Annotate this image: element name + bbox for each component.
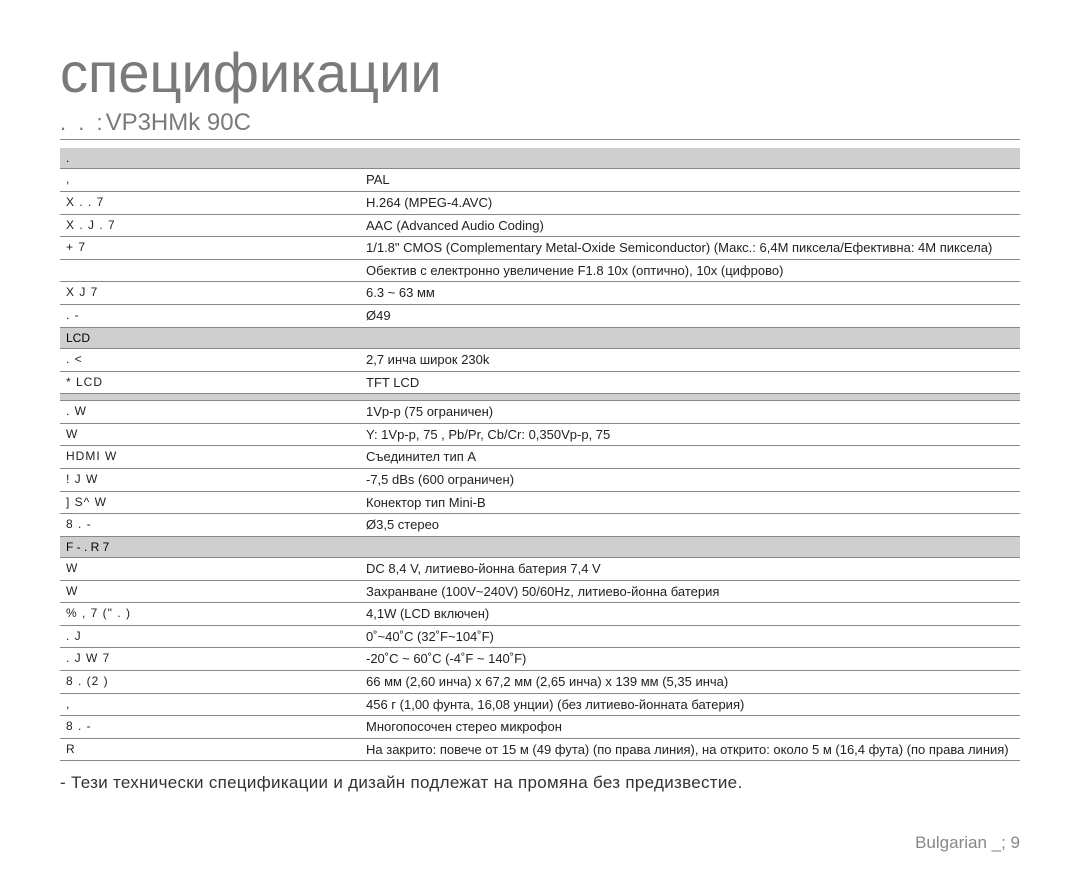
spec-value: Многопосочен стерео микрофон [360,716,1020,739]
table-row: . J W 7-20˚C ~ 60˚C (-4˚F ~ 140˚F) [60,648,1020,671]
table-row: . W1Vp-p (75 ограничен) [60,401,1020,424]
table-row: 8 . (2 )66 мм (2,60 инча) x 67,2 мм (2,6… [60,671,1020,694]
table-row: RНа закрито: повече от 15 м (49 фута) (п… [60,738,1020,761]
spec-value: -20˚C ~ 60˚C (-4˚F ~ 140˚F) [360,648,1020,671]
spec-value: Съединител тип A [360,446,1020,469]
footnote: - Тези технически спецификации и дизайн … [60,773,1020,793]
spec-label: . W [60,401,360,424]
spec-value: На закрито: повече от 15 м (49 фута) (по… [360,738,1020,761]
table-row: ,PAL [60,169,1020,192]
table-row: % , 7 (" . )4,1W (LCD включен) [60,603,1020,626]
spec-label: X . J . 7 [60,214,360,237]
table-row: X J 76.3 ~ 63 мм [60,282,1020,305]
table-row: HDMI WСъединител тип A [60,446,1020,469]
spec-value: AAC (Advanced Audio Coding) [360,214,1020,237]
spec-label: R [60,738,360,761]
spec-label: W [60,558,360,581]
spec-label: HDMI W [60,446,360,469]
table-row: WЗахранване (100V~240V) 50/60Hz, литиево… [60,580,1020,603]
section-header-general: F - . R 7 [60,536,1020,557]
spec-label: . J W 7 [60,648,360,671]
table-row: + 71/1.8" CMOS (Complementary Metal-Oxid… [60,237,1020,260]
spec-label: ! J W [60,468,360,491]
model-name: VP3HMk 90C [106,109,251,137]
spec-label: 8 . - [60,514,360,537]
table-row: X . J . 7AAC (Advanced Audio Coding) [60,214,1020,237]
table-row: ] S^ WКонектор тип Mini-B [60,491,1020,514]
spec-value: 6.3 ~ 63 мм [360,282,1020,305]
spec-value: Захранване (100V~240V) 50/60Hz, литиево-… [360,580,1020,603]
spec-value: 66 мм (2,60 инча) x 67,2 мм (2,65 инча) … [360,671,1020,694]
page-title: спецификации [60,40,1020,105]
section-header-system: . [60,148,1020,169]
spec-label: % , 7 (" . ) [60,603,360,626]
page-footer: Bulgarian _; 9 [60,833,1020,853]
table-row: . J0˚~40˚C (32˚F~104˚F) [60,625,1020,648]
spec-label: ] S^ W [60,491,360,514]
spec-value: H.264 (MPEG-4.AVC) [360,191,1020,214]
spec-label: 8 . (2 ) [60,671,360,694]
spec-label: W [60,580,360,603]
spec-value: TFT LCD [360,371,1020,394]
spec-label [60,259,360,282]
spec-label: . J [60,625,360,648]
spec-label: + 7 [60,237,360,260]
table-row: WDC 8,4 V, литиево-йонна батерия 7,4 V [60,558,1020,581]
spec-value: 1Vp-p (75 ограничен) [360,401,1020,424]
section-header-connectors [60,394,1020,401]
section-header-lcd: LCD [60,327,1020,348]
spec-label: X . . 7 [60,191,360,214]
model-prefix: . . : [60,110,106,136]
spec-label: . - [60,304,360,327]
table-row: ! J W-7,5 dBs (600 ограничен) [60,468,1020,491]
spec-label: * LCD [60,371,360,394]
spec-value: PAL [360,169,1020,192]
table-row: X . . 7H.264 (MPEG-4.AVC) [60,191,1020,214]
spec-label: . < [60,348,360,371]
table-row: Обектив с електронно увеличение F1.8 10x… [60,259,1020,282]
spec-value: 0˚~40˚C (32˚F~104˚F) [360,625,1020,648]
spec-value: DC 8,4 V, литиево-йонна батерия 7,4 V [360,558,1020,581]
spec-value: 1/1.8" CMOS (Complementary Metal-Oxide S… [360,237,1020,260]
table-row: 8 . -Многопосочен стерео микрофон [60,716,1020,739]
spec-value: Y: 1Vp-p, 75 , Pb/Pr, Cb/Cr: 0,350Vp-p, … [360,423,1020,446]
spec-value: 4,1W (LCD включен) [360,603,1020,626]
table-row: * LCDTFT LCD [60,371,1020,394]
table-row: WY: 1Vp-p, 75 , Pb/Pr, Cb/Cr: 0,350Vp-p,… [60,423,1020,446]
spec-value: Ø3,5 стерео [360,514,1020,537]
table-row: . -Ø49 [60,304,1020,327]
spec-table: .,PALX . . 7H.264 (MPEG-4.AVC)X . J . 7A… [60,148,1020,761]
spec-value: Конектор тип Mini-B [360,491,1020,514]
spec-value: -7,5 dBs (600 ограничен) [360,468,1020,491]
spec-value: 456 г (1,00 фунта, 16,08 унции) (без лит… [360,693,1020,716]
spec-label: , [60,693,360,716]
spec-label: 8 . - [60,716,360,739]
spec-value: 2,7 инча широк 230k [360,348,1020,371]
spec-label: X J 7 [60,282,360,305]
spec-label: W [60,423,360,446]
spec-value: Обектив с електронно увеличение F1.8 10x… [360,259,1020,282]
spec-value: Ø49 [360,304,1020,327]
spec-label: , [60,169,360,192]
model-row: . . : VP3HMk 90C [60,109,1020,140]
table-row: 8 . -Ø3,5 стерео [60,514,1020,537]
table-row: . <2,7 инча широк 230k [60,348,1020,371]
table-row: ,456 г (1,00 фунта, 16,08 унции) (без ли… [60,693,1020,716]
